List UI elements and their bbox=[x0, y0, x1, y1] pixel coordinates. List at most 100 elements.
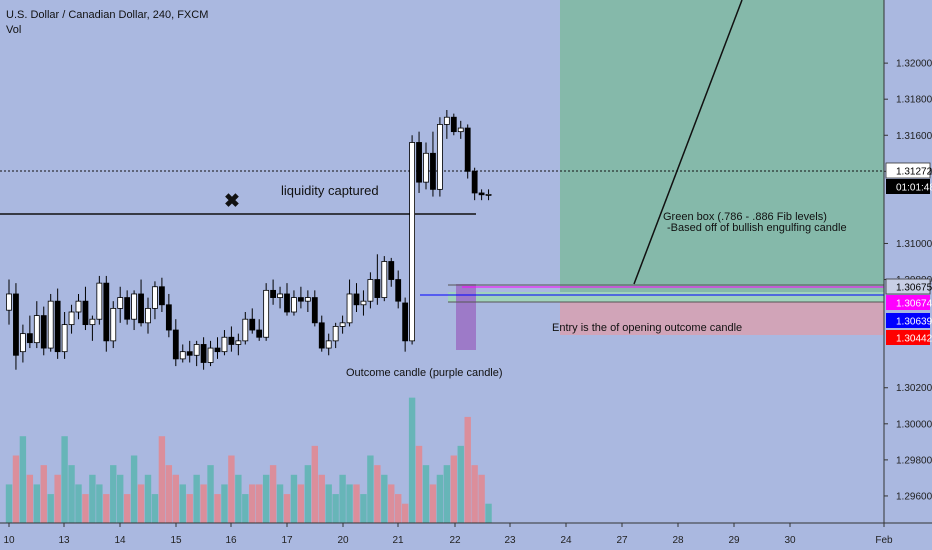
volume-bar bbox=[165, 465, 173, 523]
volume-bar bbox=[117, 474, 124, 523]
candle-body bbox=[13, 293, 19, 356]
volume-bar bbox=[33, 484, 40, 523]
candle-body bbox=[457, 127, 464, 133]
volume-bar bbox=[221, 484, 228, 523]
candle-body bbox=[89, 318, 96, 326]
x-tick-label: 24 bbox=[560, 535, 572, 546]
volume-bar bbox=[68, 465, 75, 523]
candle-body bbox=[75, 300, 82, 313]
volume-bar bbox=[325, 484, 332, 523]
candle-body bbox=[235, 340, 242, 345]
volume-bar bbox=[172, 474, 179, 523]
volume-bar bbox=[228, 455, 235, 523]
volume-bar bbox=[47, 494, 54, 523]
x-tick-label: 16 bbox=[225, 535, 237, 546]
candle-body bbox=[110, 307, 117, 342]
volume-bar bbox=[436, 474, 444, 523]
price-tag-level bbox=[885, 278, 931, 295]
volume-bar bbox=[96, 484, 103, 523]
liquidity-captured-label: liquidity captured bbox=[281, 183, 379, 198]
candle-body bbox=[297, 297, 304, 302]
volume-bar bbox=[82, 494, 89, 523]
volume-bar bbox=[401, 503, 409, 523]
y-tick-label: 1.31600 bbox=[896, 131, 932, 142]
volume-bar bbox=[137, 484, 145, 523]
candle-body bbox=[346, 293, 353, 324]
candle-body bbox=[186, 351, 193, 356]
x-tick-label: 10 bbox=[3, 535, 15, 546]
candle-body bbox=[416, 142, 422, 183]
green-box-label-line2: -Based off of bullish engulfing candle bbox=[667, 222, 847, 234]
volume-bar bbox=[144, 474, 152, 523]
candle-body bbox=[367, 279, 374, 302]
volume-bar bbox=[339, 474, 346, 523]
y-tick-label: 1.32000 bbox=[896, 59, 932, 70]
price-tag-timer bbox=[886, 179, 930, 194]
volume-bar bbox=[179, 484, 186, 523]
volume-bar bbox=[5, 484, 13, 523]
candle-body bbox=[131, 293, 138, 320]
volume-bar bbox=[346, 484, 353, 523]
volume-bar bbox=[311, 445, 318, 523]
x-tick-label: 23 bbox=[504, 535, 516, 546]
volume-bar bbox=[429, 484, 437, 523]
purple-outcome-box bbox=[456, 284, 476, 350]
candle-body bbox=[200, 344, 207, 363]
candle-body bbox=[339, 322, 346, 327]
candle-body bbox=[485, 194, 492, 196]
volume-bar bbox=[408, 397, 416, 523]
candle-body bbox=[172, 329, 179, 360]
x-tick-label: 13 bbox=[58, 535, 70, 546]
candle-body bbox=[19, 333, 26, 353]
x-marker-icon: ✖ bbox=[224, 191, 240, 212]
volume-bar bbox=[318, 474, 325, 523]
x-tick-label: Feb bbox=[875, 535, 893, 546]
x-tick-label: 27 bbox=[616, 535, 628, 546]
candle-body bbox=[242, 318, 249, 342]
candle-body bbox=[471, 170, 478, 194]
volume-bar bbox=[207, 465, 214, 523]
y-tick-label: 1.31800 bbox=[896, 95, 932, 106]
y-tick-label: 1.31000 bbox=[896, 239, 932, 250]
volume-bar bbox=[283, 494, 291, 523]
candle-body bbox=[353, 293, 360, 306]
x-tick-label: 28 bbox=[672, 535, 684, 546]
candle-body bbox=[103, 282, 110, 342]
candle-body bbox=[68, 311, 75, 326]
x-tick-label: 21 bbox=[392, 535, 404, 546]
volume-bar bbox=[242, 494, 249, 523]
volume-bar bbox=[353, 484, 360, 523]
candle-body bbox=[464, 127, 471, 172]
candle-body bbox=[152, 286, 158, 309]
candle-body bbox=[388, 261, 395, 280]
volume-bar bbox=[110, 465, 117, 523]
candle-body bbox=[207, 347, 214, 363]
candle-body bbox=[249, 318, 256, 331]
candle-body bbox=[304, 297, 311, 302]
volume-bar bbox=[464, 416, 471, 523]
candle-body bbox=[402, 302, 409, 342]
price-tag-red bbox=[886, 330, 930, 345]
candle-body bbox=[318, 322, 325, 349]
candle-body bbox=[381, 261, 388, 298]
price-tag-label: 1.30675 bbox=[896, 283, 932, 294]
volume-bars bbox=[5, 397, 492, 523]
x-tick-label: 14 bbox=[114, 535, 126, 546]
x-tick-label: 17 bbox=[281, 535, 293, 546]
volume-bar bbox=[395, 494, 402, 523]
x-tick-label: 29 bbox=[728, 535, 740, 546]
volume-bar bbox=[26, 474, 34, 523]
volume-bar bbox=[381, 474, 388, 523]
candle-body bbox=[138, 293, 144, 324]
volume-bar bbox=[40, 465, 47, 523]
red-stop-box bbox=[560, 302, 884, 335]
volume-bar bbox=[367, 455, 374, 523]
y-tick-label: 1.29800 bbox=[896, 455, 932, 466]
candle-body bbox=[423, 152, 429, 183]
x-tick-label: 20 bbox=[337, 535, 349, 546]
volume-bar bbox=[193, 474, 200, 523]
candle-body bbox=[61, 324, 68, 353]
volume-bar bbox=[304, 465, 312, 523]
volume-bar bbox=[332, 494, 339, 523]
price-tag-magenta bbox=[886, 295, 930, 310]
